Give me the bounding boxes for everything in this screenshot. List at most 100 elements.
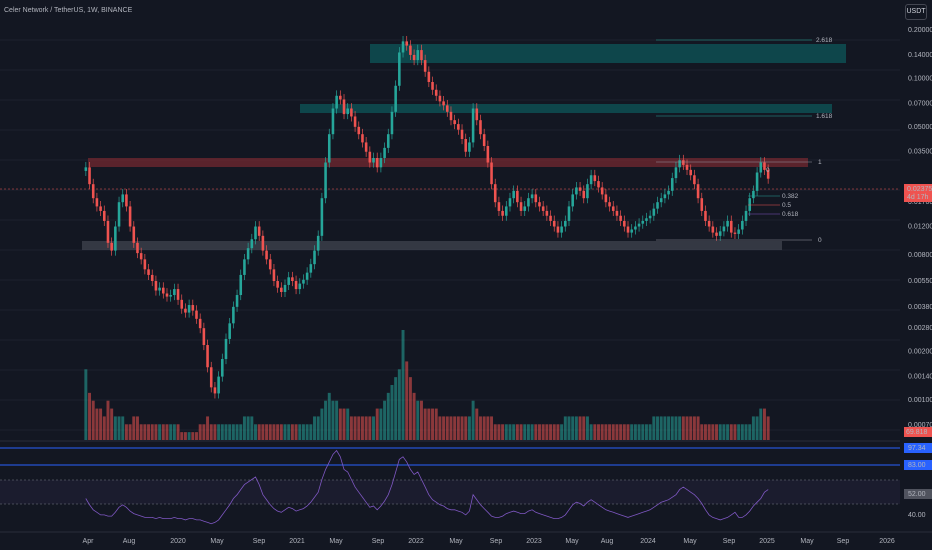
rsi-lower-label: 40.00 bbox=[908, 512, 926, 519]
candle-body bbox=[209, 367, 213, 388]
volume-bar bbox=[161, 424, 165, 440]
volume-bar bbox=[169, 424, 173, 440]
volume-bar bbox=[619, 424, 623, 440]
volume-bar bbox=[589, 424, 593, 440]
candle-body bbox=[700, 198, 704, 211]
candle-body bbox=[519, 202, 523, 211]
candle-body bbox=[379, 158, 383, 168]
candle-body bbox=[600, 187, 604, 195]
volume-bar bbox=[718, 424, 722, 440]
candle-body bbox=[375, 158, 379, 168]
rsi-value-label: 52.00 bbox=[908, 491, 926, 498]
time-tick-label: Sep bbox=[372, 538, 385, 545]
time-tick-label: 2024 bbox=[640, 538, 656, 545]
time-tick-label: Sep bbox=[253, 538, 266, 545]
candle-body bbox=[202, 328, 206, 346]
volume-bar bbox=[213, 424, 217, 440]
volume-bar bbox=[375, 408, 379, 440]
candle-body bbox=[479, 120, 482, 135]
candle-body bbox=[486, 146, 490, 163]
candle-body bbox=[136, 242, 139, 254]
volume-bar bbox=[287, 424, 291, 440]
candle-body bbox=[280, 287, 283, 292]
volume-bar bbox=[110, 408, 114, 440]
volume-bar bbox=[397, 369, 401, 440]
chart-title: Celer Network / TetherUS, 1W, BINANCE bbox=[4, 7, 133, 14]
candle-body bbox=[538, 202, 541, 207]
candle-body bbox=[759, 162, 763, 173]
zone-red bbox=[88, 158, 808, 167]
candle-body bbox=[339, 95, 342, 100]
volume-bar bbox=[667, 416, 671, 440]
time-tick-label: 2021 bbox=[289, 538, 305, 545]
fib-0618-label: 0.618 bbox=[782, 211, 799, 218]
volume-bar bbox=[257, 424, 261, 440]
volume-bar bbox=[102, 416, 106, 440]
volume-bar bbox=[309, 424, 313, 440]
volume-bar bbox=[305, 424, 309, 440]
candle-body bbox=[637, 223, 641, 227]
volume-bar bbox=[434, 408, 438, 440]
candle-body bbox=[626, 226, 630, 233]
candle-body bbox=[276, 281, 279, 288]
volume-bar bbox=[198, 424, 202, 440]
candle-body bbox=[228, 323, 231, 339]
volume-bar bbox=[438, 416, 442, 440]
volume-bar bbox=[475, 408, 479, 440]
volume-bar bbox=[235, 424, 239, 440]
candle-body bbox=[405, 41, 409, 46]
volume-bar bbox=[519, 424, 523, 440]
volume-bar bbox=[364, 416, 368, 440]
candle-body bbox=[173, 289, 176, 296]
volume-bar bbox=[427, 408, 431, 440]
volume-bar bbox=[759, 408, 763, 440]
rsi-band-fill bbox=[0, 480, 900, 504]
candle-body bbox=[516, 190, 519, 203]
currency-button[interactable]: USDT bbox=[905, 4, 927, 20]
candle-body bbox=[191, 305, 195, 311]
candle-body bbox=[741, 220, 744, 230]
time-tick-label: May bbox=[329, 538, 343, 545]
candle-body bbox=[630, 229, 633, 233]
volume-bar bbox=[357, 416, 361, 440]
candles bbox=[84, 35, 770, 399]
volume-bar bbox=[401, 330, 405, 440]
candle-body bbox=[619, 215, 622, 221]
candle-body bbox=[327, 134, 331, 163]
candle-body bbox=[409, 45, 412, 55]
candle-body bbox=[707, 220, 711, 227]
candle-body bbox=[715, 232, 718, 236]
candle-body bbox=[84, 167, 88, 171]
volume-bar bbox=[692, 416, 696, 440]
candle-body bbox=[335, 95, 338, 109]
volume-bar bbox=[689, 416, 693, 440]
volume-bar bbox=[265, 424, 269, 440]
candle-body bbox=[449, 111, 453, 121]
price-tick-label: 0.20000 bbox=[908, 27, 932, 34]
candle-body bbox=[368, 151, 372, 163]
volume-bar bbox=[276, 424, 280, 440]
volume-bars bbox=[84, 330, 770, 440]
candle-body bbox=[534, 194, 538, 203]
candle-body bbox=[106, 220, 110, 243]
candle-body bbox=[302, 279, 305, 284]
rsi-line bbox=[85, 449, 769, 525]
volume-bar bbox=[508, 424, 512, 440]
candle-body bbox=[545, 210, 549, 216]
time-tick-label: 2026 bbox=[879, 538, 895, 545]
candle-body bbox=[623, 220, 626, 227]
candle-body bbox=[457, 124, 460, 130]
volume-bar bbox=[585, 416, 589, 440]
volume-bar bbox=[324, 400, 328, 440]
candle-body bbox=[434, 89, 438, 96]
candle-body bbox=[722, 226, 726, 232]
volume-bar bbox=[346, 408, 350, 440]
candle-body bbox=[689, 169, 692, 176]
time-tick-label: Apr bbox=[83, 538, 95, 545]
volume-bar bbox=[707, 424, 711, 440]
price-tick-label: 0.00100 bbox=[908, 397, 932, 404]
volume-bar bbox=[360, 416, 364, 440]
candle-body bbox=[221, 359, 224, 377]
candle-body bbox=[593, 175, 597, 182]
volume-bar bbox=[113, 416, 117, 440]
